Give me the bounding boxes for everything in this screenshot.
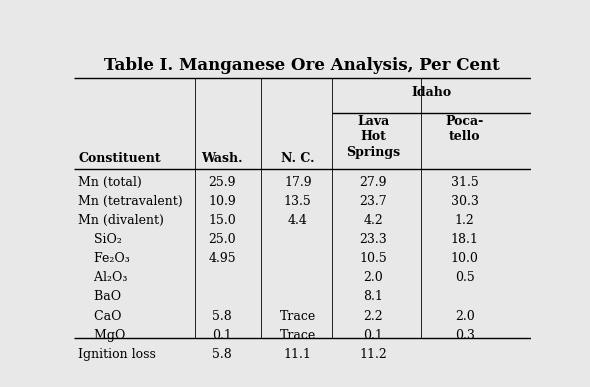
Text: N. C.: N. C. [281,152,314,165]
Text: SiO₂: SiO₂ [78,233,122,246]
Text: CaO: CaO [78,310,122,323]
Text: 5.8: 5.8 [212,310,232,323]
Text: 1.2: 1.2 [455,214,474,227]
Text: MgO: MgO [78,329,126,342]
Text: 2.2: 2.2 [363,310,383,323]
Text: 31.5: 31.5 [451,176,478,189]
Text: Fe₂O₃: Fe₂O₃ [78,252,130,265]
Text: 10.9: 10.9 [208,195,236,208]
Text: 0.1: 0.1 [363,329,383,342]
Text: Mn (tetravalent): Mn (tetravalent) [78,195,183,208]
Text: 25.0: 25.0 [208,233,236,246]
Text: 11.1: 11.1 [284,348,312,361]
Text: Idaho: Idaho [411,86,451,99]
Text: Lava
Hot
Springs: Lava Hot Springs [346,115,400,159]
Text: 2.0: 2.0 [455,310,474,323]
Text: BaO: BaO [78,291,122,303]
Text: 23.7: 23.7 [359,195,387,208]
Text: 0.1: 0.1 [212,329,232,342]
Text: Mn (total): Mn (total) [78,176,142,189]
Text: Trace: Trace [280,329,316,342]
Text: Al₂O₃: Al₂O₃ [78,271,127,284]
Text: 4.95: 4.95 [208,252,236,265]
Text: 10.5: 10.5 [359,252,387,265]
Text: Ignition loss: Ignition loss [78,348,156,361]
Text: Mn (divalent): Mn (divalent) [78,214,164,227]
Text: 11.2: 11.2 [359,348,387,361]
Text: 13.5: 13.5 [284,195,312,208]
Text: 0.5: 0.5 [455,271,474,284]
Text: 15.0: 15.0 [208,214,236,227]
Text: 30.3: 30.3 [451,195,478,208]
Text: Wash.: Wash. [202,152,243,165]
Text: 2.0: 2.0 [363,271,383,284]
Text: Constituent: Constituent [78,152,161,165]
Text: 25.9: 25.9 [209,176,236,189]
Text: 18.1: 18.1 [451,233,478,246]
Text: 4.4: 4.4 [288,214,308,227]
Text: 5.8: 5.8 [212,348,232,361]
Text: Table I. Manganese Ore Analysis, Per Cent: Table I. Manganese Ore Analysis, Per Cen… [104,57,500,74]
Text: 17.9: 17.9 [284,176,312,189]
Text: Trace: Trace [280,310,316,323]
Text: 8.1: 8.1 [363,291,383,303]
Text: 4.2: 4.2 [363,214,383,227]
Text: 23.3: 23.3 [359,233,387,246]
Text: Poca-
tello: Poca- tello [445,115,484,144]
Text: 10.0: 10.0 [451,252,478,265]
Text: 0.3: 0.3 [455,329,474,342]
Text: 27.9: 27.9 [359,176,387,189]
